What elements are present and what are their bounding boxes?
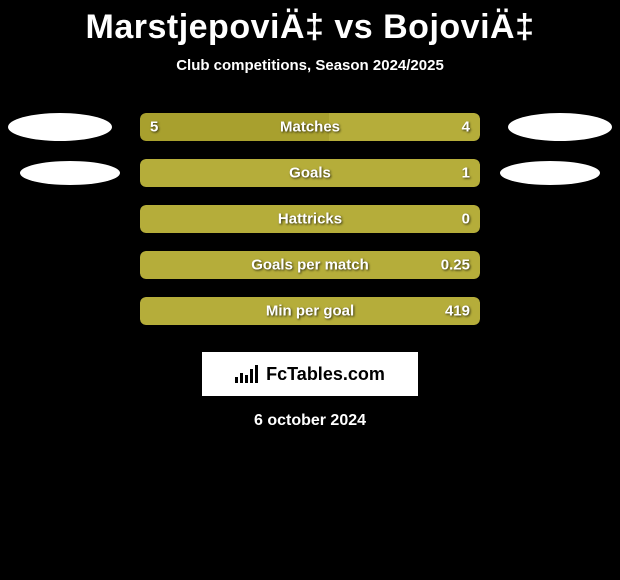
logo-text: FcTables.com <box>266 364 385 385</box>
fctables-logo: FcTables.com <box>202 352 418 396</box>
stat-right-value: 4 <box>462 119 470 136</box>
stat-label: Goals <box>289 165 331 182</box>
stat-label: Min per goal <box>266 303 354 320</box>
stat-bar: 5 Matches 4 <box>140 113 480 141</box>
stats-area: 5 Matches 4 Goals 1 Hattricks 0 Goals per match… <box>0 104 620 334</box>
stat-bar: Hattricks 0 <box>140 205 480 233</box>
stat-right-value: 419 <box>445 303 470 320</box>
player-ellipse-right <box>508 113 612 141</box>
stat-bar: Goals 1 <box>140 159 480 187</box>
player-ellipse-left <box>20 161 120 185</box>
player-ellipse-left <box>8 113 112 141</box>
stat-right-value: 0.25 <box>441 257 470 274</box>
stat-label: Hattricks <box>278 211 342 228</box>
stat-bar: Goals per match 0.25 <box>140 251 480 279</box>
page-subtitle: Club competitions, Season 2024/2025 <box>0 57 620 74</box>
stat-bar: Min per goal 419 <box>140 297 480 325</box>
stat-row: Goals 1 <box>0 150 620 196</box>
page-title: MarstjepoviÄ‡ vs BojoviÄ‡ <box>0 0 620 47</box>
stat-row: Goals per match 0.25 <box>0 242 620 288</box>
stat-label: Goals per match <box>251 257 369 274</box>
player-ellipse-right <box>500 161 600 185</box>
stat-right-value: 0 <box>462 211 470 228</box>
bar-right-segment <box>329 113 480 141</box>
stat-label: Matches <box>280 119 340 136</box>
stat-row: Min per goal 419 <box>0 288 620 334</box>
logo-chart-icon <box>235 365 260 383</box>
stat-right-value: 1 <box>462 165 470 182</box>
stat-left-value: 5 <box>150 119 158 136</box>
stat-row: 5 Matches 4 <box>0 104 620 150</box>
stat-row: Hattricks 0 <box>0 196 620 242</box>
date-text: 6 october 2024 <box>0 412 620 430</box>
